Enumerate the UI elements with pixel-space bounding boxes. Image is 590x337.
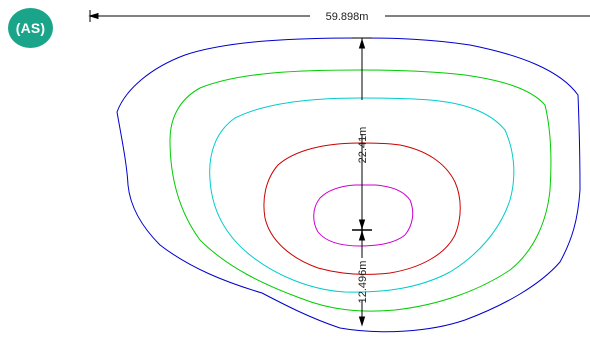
width-dimension-label: 59.898m — [326, 11, 369, 23]
second-contour — [169, 69, 552, 312]
center-crosshair — [352, 220, 372, 240]
outer-contour — [116, 37, 581, 333]
upper-dimension-label: 22.41m — [357, 127, 369, 164]
third-contour — [209, 97, 515, 293]
width-dimension — [88, 10, 590, 22]
fourth-contour — [263, 142, 461, 275]
lower-dimension-label: 12.496m — [357, 261, 369, 304]
inner-contour — [313, 184, 414, 247]
as-badge: (AS) — [8, 8, 53, 48]
badge-label: (AS) — [15, 20, 46, 36]
